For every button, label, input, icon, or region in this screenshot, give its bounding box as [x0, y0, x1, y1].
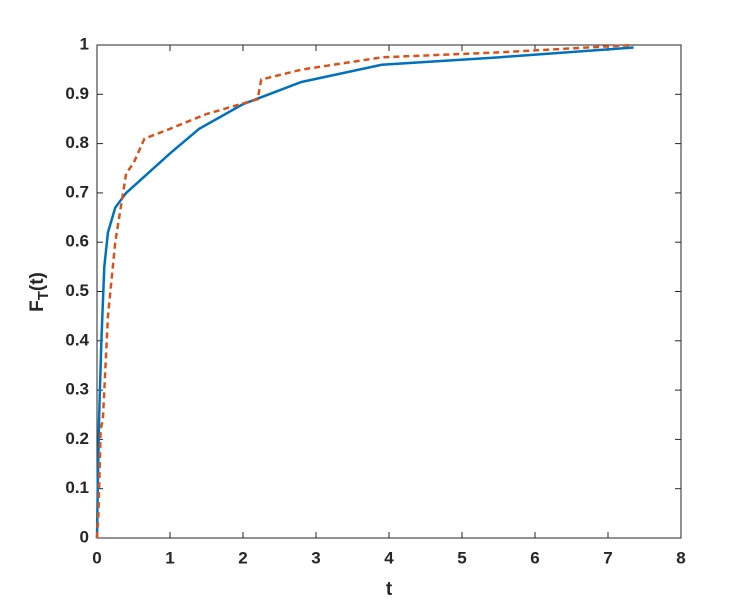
- y-tick-label: 0: [80, 527, 89, 546]
- y-label-rest: (t): [27, 272, 48, 291]
- x-tick-label: 2: [238, 548, 247, 567]
- y-tick-label: 0.6: [65, 232, 89, 251]
- x-tick-label: 0: [92, 548, 101, 567]
- y-label-main: F: [27, 300, 48, 312]
- y-tick-label: 0.2: [65, 429, 89, 448]
- x-tick-label: 5: [457, 548, 466, 567]
- plot-box: [96, 44, 682, 539]
- x-tick-label: 7: [603, 548, 612, 567]
- y-tick-label: 0.9: [65, 84, 89, 103]
- x-tick-label: 3: [311, 548, 320, 567]
- y-tick-label: 0.7: [65, 182, 89, 201]
- y-axis-label: FT(t): [27, 272, 52, 312]
- x-tick-label: 8: [676, 548, 685, 567]
- x-tick-label: 6: [530, 548, 539, 567]
- y-tick-label: 0.3: [65, 380, 89, 399]
- series-line: [95, 43, 634, 539]
- y-tick-label: 0.8: [65, 133, 89, 152]
- y-tick-label: 0.4: [65, 330, 89, 349]
- x-axis-label: t: [386, 579, 393, 600]
- y-tick-label: 1: [80, 34, 89, 53]
- x-tick-label: 4: [384, 548, 394, 567]
- y-tick-label: 0.5: [65, 281, 89, 300]
- x-tick-label: 1: [165, 548, 174, 567]
- y-label-sub: T: [35, 291, 52, 300]
- y-tick-label: 0.1: [65, 478, 89, 497]
- series-line: [95, 46, 634, 539]
